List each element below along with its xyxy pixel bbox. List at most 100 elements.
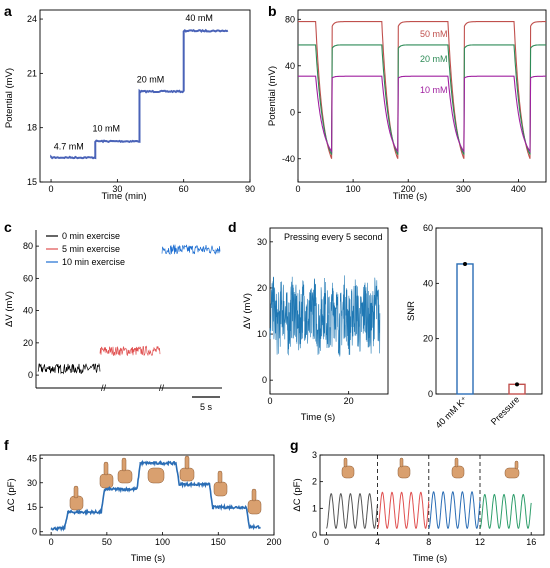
y-tick-label-f-1: 15 xyxy=(27,502,37,512)
hand-finger-icon-f-3 xyxy=(121,457,127,472)
y-axis-label-d: ΔV (mV) xyxy=(242,293,253,329)
y-tick-label-a-1: 18 xyxy=(27,123,37,133)
x-tick-label-f-0: 0 xyxy=(49,537,54,547)
hand-icon-f-6 xyxy=(213,481,228,497)
hand-icon-f-4 xyxy=(147,467,165,484)
y-tick-label-b-3: 80 xyxy=(285,14,295,24)
legend-label-c-0min: 0 min exercise xyxy=(62,231,120,241)
mean-point-e-1 xyxy=(515,382,519,387)
x-tick-label-d-1: 20 xyxy=(344,396,354,406)
axis-break-mark-2: // xyxy=(159,383,165,393)
axis-break-mark-1: // xyxy=(101,383,107,393)
hand-icon-g-4 xyxy=(504,467,520,479)
legend-label-b-20mM: 20 mM xyxy=(420,54,448,64)
axes-frame-g xyxy=(319,454,545,536)
step-label-a-0: 4.7 mM xyxy=(54,141,84,151)
x-tick-label-d-0: 0 xyxy=(267,396,272,406)
series-line-c-2 xyxy=(161,244,221,255)
series-line-g-0 xyxy=(326,493,378,529)
y-tick-label-c-1: 20 xyxy=(23,338,33,348)
y-axis-label-f: ΔC (pF) xyxy=(6,478,17,511)
axes-frame-e xyxy=(435,227,543,395)
x-axis-label-g: Time (s) xyxy=(413,553,447,564)
panel-label-g: g xyxy=(290,437,299,453)
x-tick-label-b-4: 400 xyxy=(511,184,526,194)
category-label-e-1: Pressure xyxy=(489,394,522,427)
hand-finger-icon-g-2 xyxy=(399,457,404,468)
hand-icon-f-3 xyxy=(117,469,133,484)
hand-icon-f-5 xyxy=(179,467,195,482)
x-axis-label-a: Time (min) xyxy=(101,191,146,202)
step-label-a-1: 10 mM xyxy=(93,123,121,133)
hand-finger-icon-f-7 xyxy=(251,488,257,502)
legend-label-b-50mM: 50 mM xyxy=(420,29,448,39)
series-line-b-1 xyxy=(298,44,546,155)
panel-label-f: f xyxy=(4,437,9,453)
hand-icon-f-2 xyxy=(99,473,114,489)
y-tick-label-b-0: -40 xyxy=(282,154,295,164)
scale-bar-label-c: 5 s xyxy=(200,402,213,412)
x-tick-label-a-2: 60 xyxy=(179,184,189,194)
axes-frame-a xyxy=(39,9,251,183)
x-tick-label-b-0: 0 xyxy=(295,184,300,194)
step-label-a-3: 40 mM xyxy=(185,13,213,23)
y-tick-label-a-2: 21 xyxy=(27,68,37,78)
y-tick-label-g-1: 1 xyxy=(312,503,317,513)
series-line-f xyxy=(50,459,261,532)
x-tick-label-a-0: 0 xyxy=(49,184,54,194)
hand-icon-g-1 xyxy=(341,465,355,479)
y-tick-label-e-2: 40 xyxy=(423,278,433,288)
panel-label-a: a xyxy=(4,3,12,19)
y-axis-label-b: Potential (mV) xyxy=(267,66,278,126)
hand-icon-f-7 xyxy=(247,499,262,515)
y-tick-label-e-0: 0 xyxy=(428,389,433,399)
y-tick-label-a-0: 15 xyxy=(27,177,37,187)
y-tick-label-g-2: 2 xyxy=(312,477,317,487)
y-tick-label-f-2: 30 xyxy=(27,478,37,488)
y-tick-label-d-0: 0 xyxy=(262,375,267,385)
y-tick-label-c-3: 60 xyxy=(23,273,33,283)
hand-gesture-icons xyxy=(69,455,520,515)
x-tick-label-g-2: 8 xyxy=(426,537,431,547)
panel-label-e: e xyxy=(400,219,408,235)
y-tick-label-e-3: 60 xyxy=(423,223,433,233)
hand-finger-icon-f-1 xyxy=(73,485,79,499)
legend-label-c-10min: 10 min exercise xyxy=(62,257,125,267)
y-tick-label-f-0: 0 xyxy=(32,527,37,537)
panel-label-d: d xyxy=(228,219,237,235)
x-tick-label-b-2: 200 xyxy=(401,184,416,194)
bar-e-0 xyxy=(456,263,474,395)
y-axis-label-g: ΔC (pF) xyxy=(292,478,303,511)
axes-frame-b xyxy=(297,9,547,183)
y-tick-label-d-2: 20 xyxy=(257,283,267,293)
y-tick-label-d-1: 10 xyxy=(257,329,267,339)
series-line-g-2 xyxy=(428,491,481,529)
series-line-b-0 xyxy=(298,21,546,159)
mean-point-e-0 xyxy=(463,261,467,266)
series-line-b-2 xyxy=(298,75,546,154)
series-line-g-3 xyxy=(479,493,532,529)
y-axis-label-e: SNR xyxy=(406,301,417,321)
y-tick-label-b-2: 40 xyxy=(285,61,295,71)
y-axis-label-a: Potential (mV) xyxy=(4,68,15,128)
x-tick-label-g-3: 12 xyxy=(475,537,485,547)
hand-finger-icon-f-2 xyxy=(103,461,109,476)
y-tick-label-c-0: 0 xyxy=(28,370,33,380)
x-tick-label-g-0: 0 xyxy=(324,537,329,547)
legend-label-b-10mM: 10 mM xyxy=(420,85,448,95)
series-line-c-0 xyxy=(37,362,101,375)
y-axis-label-c: ΔV (mV) xyxy=(4,291,15,327)
step-label-a-2: 20 mM xyxy=(137,74,165,84)
axes-frame-f xyxy=(39,454,275,536)
hand-finger-icon-g-1 xyxy=(343,457,348,468)
y-tick-label-b-1: 0 xyxy=(290,107,295,117)
x-tick-label-f-2: 100 xyxy=(155,537,170,547)
x-axis-label-b: Time (s) xyxy=(393,191,427,202)
y-tick-label-c-2: 40 xyxy=(23,306,33,316)
x-tick-label-f-4: 200 xyxy=(266,537,281,547)
x-axis-label-d: Time (s) xyxy=(301,412,335,423)
series-line-a xyxy=(50,28,229,160)
x-tick-label-b-1: 100 xyxy=(346,184,361,194)
y-tick-label-d-3: 30 xyxy=(257,237,267,247)
